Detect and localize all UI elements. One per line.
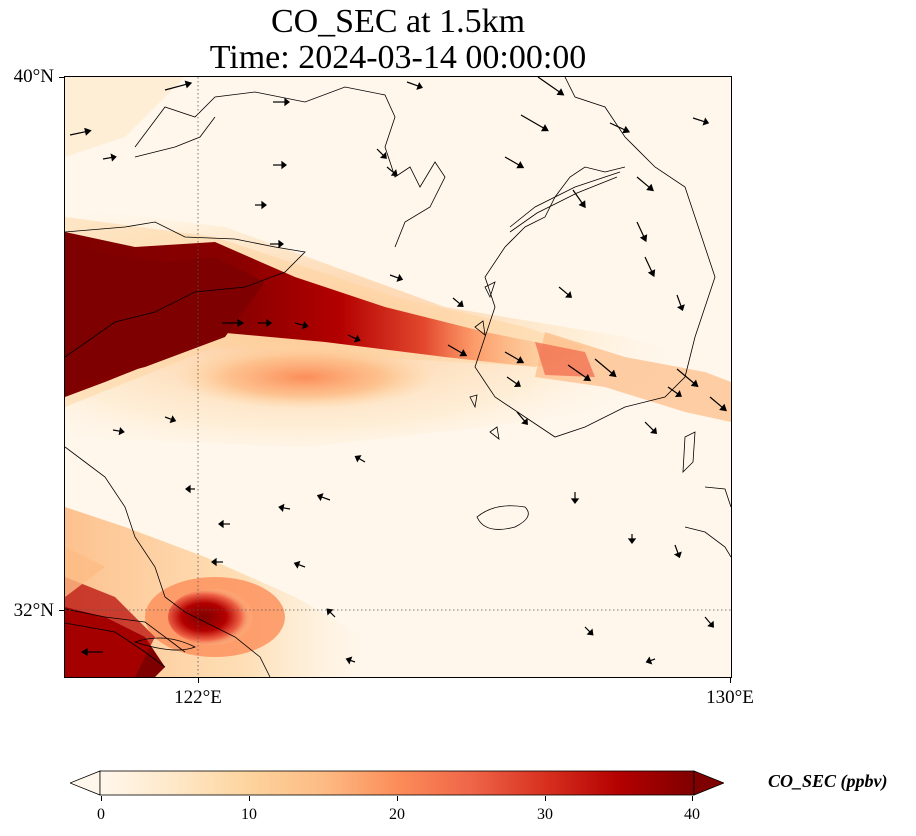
lon-label-130e: 130°E <box>706 687 754 708</box>
colorbar-label-0: 0 <box>97 806 105 823</box>
colorbar-label-30: 30 <box>537 806 553 823</box>
colorbar-label-20: 20 <box>389 806 405 823</box>
lon-tick-130 <box>730 677 731 683</box>
concentration-field <box>65 77 731 677</box>
lat-tick-40 <box>59 77 65 78</box>
colorbar-tick-20 <box>397 796 398 801</box>
map-subtitle-time: Time: 2024-03-14 00:00:00 <box>209 39 587 76</box>
colorbar-tick-30 <box>545 796 546 801</box>
lon-tick-122 <box>198 677 199 683</box>
lat-label-40n: 40°N <box>13 66 54 87</box>
colorbar-title: CO_SEC (ppbv) <box>768 771 888 791</box>
lat-tick-32 <box>59 610 65 611</box>
colorbar <box>70 770 724 796</box>
colorbar-tick-40 <box>692 796 693 801</box>
colorbar-tick-10 <box>249 796 250 801</box>
lat-label-32n: 32°N <box>13 600 54 621</box>
map-title: CO_SEC at 1.5km <box>270 3 526 40</box>
colorbar-tick-0 <box>101 796 102 801</box>
lon-label-122e: 122°E <box>174 687 222 708</box>
colorbar-label-10: 10 <box>241 806 257 823</box>
colorbar-label-40: 40 <box>684 806 700 823</box>
map-panel <box>64 76 732 678</box>
